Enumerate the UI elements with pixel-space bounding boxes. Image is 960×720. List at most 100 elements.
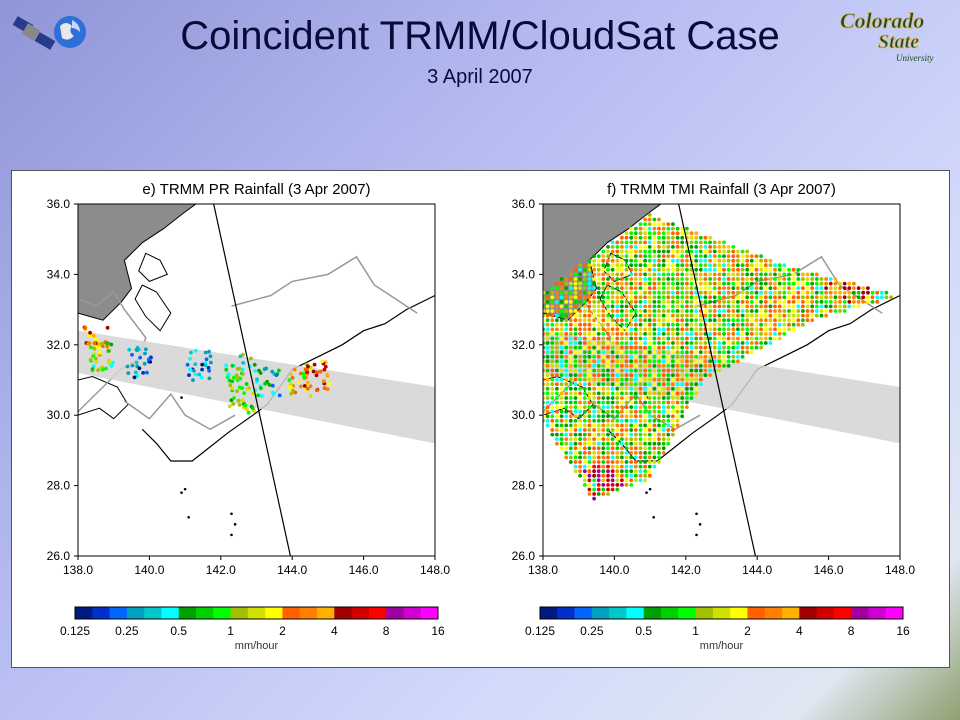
rain-dot — [722, 304, 726, 309]
rain-dot — [573, 277, 578, 281]
rain-dot — [736, 281, 740, 286]
rain-dot — [647, 226, 652, 231]
rain-dot — [643, 245, 647, 249]
plot-frame — [77, 203, 436, 557]
rain-dot — [796, 272, 801, 277]
x-tick-label: 142.0 — [206, 563, 236, 577]
rain-dot — [624, 409, 629, 414]
rain-dot — [754, 277, 759, 281]
rain-dot — [592, 286, 596, 290]
rain-dot — [592, 441, 596, 446]
rain-dot — [657, 272, 661, 277]
rain-dot — [708, 332, 712, 336]
rain-dot — [801, 322, 805, 327]
rain-dot — [722, 286, 726, 290]
rain-dot — [708, 258, 712, 263]
rain-dot — [624, 400, 629, 405]
rain-dot — [606, 373, 610, 377]
rain-dot — [759, 309, 763, 313]
rain-dot — [606, 386, 610, 391]
rain-dot — [819, 281, 824, 286]
colorbar-swatch — [334, 607, 353, 619]
rain-dot — [555, 318, 559, 323]
rain-dot — [675, 414, 680, 419]
rain-dot — [689, 286, 694, 290]
rain-dot — [726, 295, 731, 300]
rain-dot — [582, 373, 587, 377]
rain-dot — [726, 322, 731, 327]
rain-dot — [315, 370, 320, 375]
rain-dot — [624, 327, 629, 332]
rain-dot — [652, 226, 657, 231]
rain-dot — [726, 254, 731, 258]
rain-dot — [555, 386, 559, 391]
rain-dot — [592, 382, 596, 387]
rain-dot — [680, 263, 685, 268]
rain-dot — [680, 309, 685, 313]
rain-dot — [550, 295, 555, 300]
rain-dot — [305, 386, 310, 391]
rain-dot — [610, 487, 615, 492]
rain-dot — [596, 405, 601, 409]
rain-dot — [587, 267, 592, 272]
rain-dot — [643, 249, 647, 254]
rain-dot — [736, 295, 740, 300]
colorbar-swatch — [799, 607, 818, 619]
rain-dot — [643, 240, 647, 245]
rain-dot — [601, 400, 606, 405]
rain-dot — [661, 409, 666, 414]
rain-dot — [559, 377, 564, 382]
rain-dot — [805, 281, 810, 286]
rain-dot — [647, 263, 652, 268]
rain-dot — [582, 327, 587, 332]
rain-dot — [740, 327, 745, 332]
rain-dot — [740, 332, 745, 336]
rain-dot — [685, 400, 689, 405]
rain-dot — [671, 318, 675, 323]
rain-dot — [763, 263, 768, 268]
panel-pr: e) TRMM PR Rainfall (3 Apr 2007)138.0 140… — [47, 181, 451, 652]
rain-dot — [694, 304, 699, 309]
rain-dot — [680, 226, 685, 231]
rain-dot — [545, 418, 550, 423]
rain-dot — [568, 446, 573, 451]
rain-dot — [638, 341, 643, 345]
rain-dot — [606, 423, 610, 428]
rain-dot — [568, 414, 573, 419]
rain-dot — [698, 286, 703, 290]
rain-dot — [787, 290, 791, 295]
rain-dot — [582, 455, 587, 460]
rain-dot — [838, 286, 842, 290]
rain-dot — [814, 281, 819, 286]
rain-dot — [624, 313, 629, 318]
rain-dot — [657, 451, 661, 455]
rain-dot — [652, 460, 657, 464]
rain-dot — [606, 418, 610, 423]
rain-dot — [726, 327, 731, 332]
rain-dot — [601, 350, 606, 355]
rain-dot — [731, 336, 736, 341]
rain-dot — [652, 341, 657, 345]
rain-dot — [745, 267, 750, 272]
rain-dot — [685, 286, 689, 290]
rain-dot — [555, 418, 559, 423]
rain-dot — [550, 364, 555, 368]
rain-dot — [717, 368, 722, 373]
figure-panel: e) TRMM PR Rainfall (3 Apr 2007) 138.0 140… — [11, 170, 950, 668]
rain-dot — [308, 384, 313, 389]
rain-dot — [689, 235, 694, 240]
rain-dot — [137, 366, 142, 371]
rain-dot — [671, 222, 675, 226]
colorbar-swatch — [75, 607, 93, 619]
rain-dot — [773, 295, 777, 300]
rain-dot — [657, 350, 661, 355]
rain-dot — [633, 391, 638, 396]
rain-dot — [801, 313, 805, 318]
rain-dot — [638, 418, 643, 423]
rain-dot — [736, 350, 740, 355]
rain-dot — [638, 382, 643, 387]
rain-dot — [685, 364, 689, 368]
rain-dot — [638, 235, 643, 240]
rain-dot — [731, 295, 736, 300]
